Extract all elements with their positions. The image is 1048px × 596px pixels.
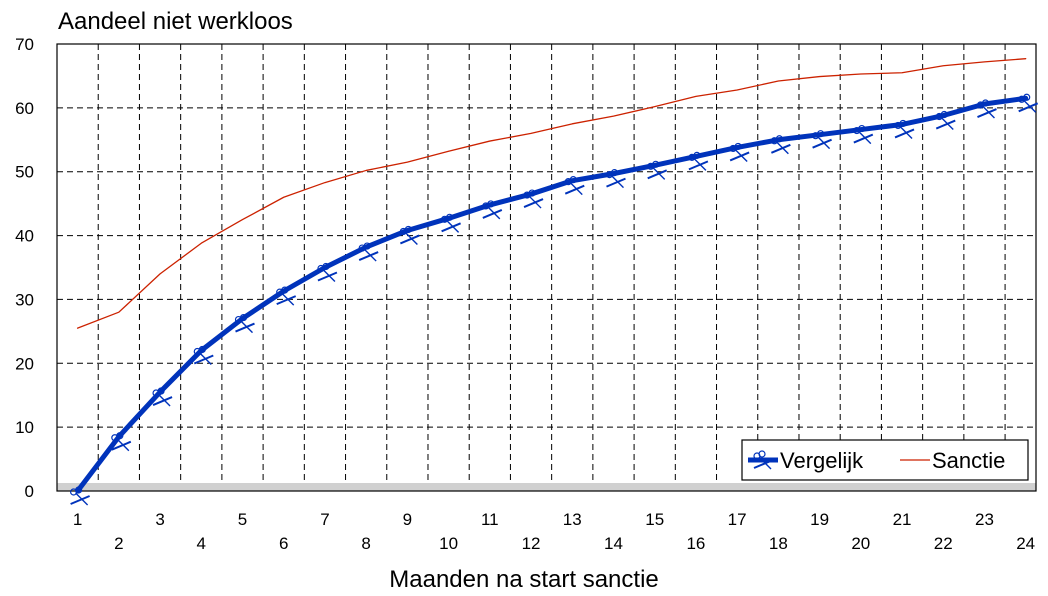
x-tick-label: 1	[73, 510, 82, 529]
y-tick-label: 40	[15, 227, 34, 246]
y-tick-label: 0	[25, 482, 34, 501]
x-tick-label: 6	[279, 534, 288, 553]
plot-floor	[57, 483, 1036, 491]
y-tick-label: 60	[15, 99, 34, 118]
x-tick-label: 18	[769, 534, 788, 553]
y-tick-label: 30	[15, 290, 34, 309]
data-point-marker	[70, 486, 90, 506]
x-tick-label: 12	[522, 534, 541, 553]
data-point-marker	[688, 151, 709, 171]
y-tick-label: 70	[15, 35, 34, 54]
legend-label-vergelijk: Vergelijk	[780, 448, 864, 473]
y-tick-label: 10	[15, 418, 34, 437]
data-point-marker	[894, 119, 915, 139]
data-point-marker	[441, 213, 461, 233]
x-tick-label: 19	[810, 510, 829, 529]
data-point-marker	[605, 169, 626, 189]
data-point-marker	[152, 387, 173, 407]
x-tick-label: 10	[439, 534, 458, 553]
x-tick-label: 22	[934, 534, 953, 553]
data-point-marker	[853, 124, 874, 145]
x-tick-label: 8	[361, 534, 370, 553]
x-tick-label: 16	[686, 534, 705, 553]
data-point-marker	[1018, 93, 1039, 113]
x-tick-label: 17	[728, 510, 747, 529]
y-tick-label: 20	[15, 354, 34, 373]
data-point-marker	[399, 225, 420, 245]
legend-label-sanctie: Sanctie	[932, 448, 1005, 473]
data-point-marker	[770, 135, 791, 155]
x-tick-label: 13	[563, 510, 582, 529]
x-tick-label: 4	[197, 534, 206, 553]
data-point-marker	[811, 130, 832, 150]
data-point-marker	[482, 200, 503, 220]
x-tick-label: 15	[645, 510, 664, 529]
data-point-marker	[976, 99, 997, 119]
x-tick-label: 11	[481, 510, 499, 529]
data-point-marker	[647, 160, 668, 180]
x-tick-label: 20	[851, 534, 870, 553]
x-tick-label: 5	[238, 510, 247, 529]
data-point-marker	[729, 142, 750, 162]
x-tick-label: 9	[403, 510, 412, 529]
x-tick-label: 7	[320, 510, 329, 529]
y-tick-label: 50	[15, 163, 34, 182]
x-tick-label: 2	[114, 534, 123, 553]
y-axis-title: Aandeel niet werkloos	[58, 8, 293, 35]
legend-marker-icon	[753, 450, 774, 470]
x-tick-label: 14	[604, 534, 623, 553]
legend-box	[741, 439, 1029, 481]
data-point-marker	[234, 313, 255, 334]
series-line-sanctie	[76, 58, 1027, 329]
data-point-marker	[564, 176, 585, 196]
data-point-marker	[358, 242, 379, 262]
x-tick-label: 21	[893, 510, 912, 529]
data-point-marker	[193, 345, 214, 366]
series-line-vergelijk	[75, 95, 1029, 494]
data-point-marker	[935, 110, 956, 131]
x-axis-title: Maanden na start sanctie	[389, 566, 659, 593]
data-point-marker	[317, 262, 338, 282]
plot-border	[56, 43, 1037, 492]
data-point-marker	[276, 286, 297, 306]
x-tick-label: 23	[975, 510, 994, 529]
data-point-marker	[523, 189, 544, 209]
data-point-marker	[111, 432, 132, 452]
x-tick-label: 24	[1016, 534, 1035, 553]
x-tick-label: 3	[155, 510, 164, 529]
